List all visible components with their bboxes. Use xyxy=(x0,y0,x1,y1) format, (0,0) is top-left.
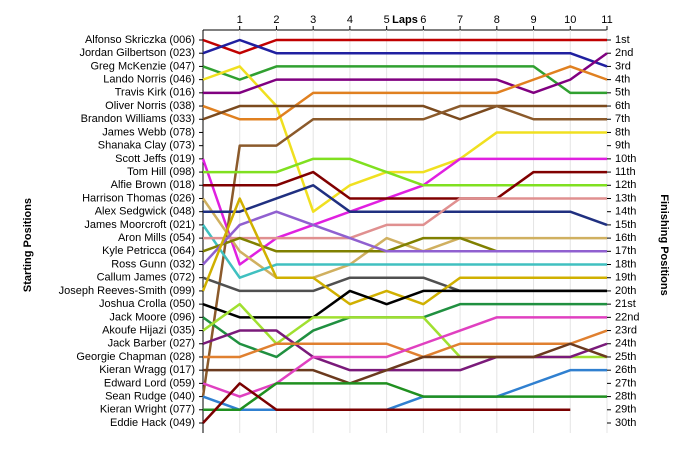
position-line xyxy=(203,157,607,187)
position-line xyxy=(202,65,608,121)
position-line xyxy=(202,65,607,95)
position-line xyxy=(203,342,608,385)
finishing-label: 25th xyxy=(615,351,636,363)
finishing-label: 29th xyxy=(615,404,636,416)
lines xyxy=(201,38,608,424)
position-line xyxy=(203,184,608,227)
finishing-label: 14th xyxy=(615,206,636,218)
x-tick-label: 2 xyxy=(273,14,279,26)
x-tick-label: 4 xyxy=(347,14,353,26)
legend-entry: Brandon Williams (033) xyxy=(81,113,195,125)
position-line xyxy=(202,382,571,424)
finishing-label: 7th xyxy=(615,113,630,125)
legend-entry: Aron Mills (054) xyxy=(118,232,195,244)
position-line xyxy=(201,104,607,397)
finishing-label: 28th xyxy=(615,390,636,402)
legend-entry: James Webb (078) xyxy=(102,126,195,138)
finishing-label: 23rd xyxy=(615,324,637,336)
x-tick-label: 1 xyxy=(237,14,243,26)
legend-entry: Alfie Brown (018) xyxy=(111,179,195,191)
finishing-label: 21st xyxy=(615,298,636,310)
legend-entry: Greg McKenzie (047) xyxy=(90,60,195,72)
legend-entry: Kieran Wragg (017) xyxy=(99,364,195,376)
x-tick-label: 3 xyxy=(310,14,316,26)
legend-entry: Edward Lord (059) xyxy=(104,377,195,389)
legend-entry: Ross Gunn (032) xyxy=(111,258,195,270)
x-tick-label: 9 xyxy=(530,14,536,26)
finishing-label: 4th xyxy=(615,74,630,86)
legend-entry: Akoufe Hijazi (035) xyxy=(102,324,195,336)
position-line xyxy=(203,197,607,240)
legend-entry: Scott Jeffs (019) xyxy=(115,153,195,165)
finishing-label: 18th xyxy=(615,258,636,270)
x-tick-label: 5 xyxy=(384,14,390,26)
legend-entry: Georgie Chapman (028) xyxy=(76,351,195,363)
finishing-label: 19th xyxy=(615,272,636,284)
legend-entry: Kieran Wright (077) xyxy=(100,404,195,416)
finishing-label: 2nd xyxy=(615,47,633,59)
position-line xyxy=(203,52,608,95)
finishing-label: 6th xyxy=(615,100,630,112)
grid xyxy=(199,26,611,433)
position-line xyxy=(202,368,607,412)
legend-entry: Oliver Norris (038) xyxy=(105,100,195,112)
legend-entry: Travis Kirk (016) xyxy=(115,87,195,99)
finishing-label: 12th xyxy=(615,179,636,191)
finishing-label: 3rd xyxy=(615,60,631,72)
finishing-label: 13th xyxy=(615,192,636,204)
finishing-label: 8th xyxy=(615,126,630,138)
y-axis-label: Starting Positions xyxy=(22,198,34,292)
legend-entry: Shanaka Clay (073) xyxy=(98,140,195,152)
finishing-label: 16th xyxy=(615,232,636,244)
legend-entry: Lando Norris (046) xyxy=(103,74,195,86)
finishing-label: 1st xyxy=(615,34,630,46)
legend-entry: Sean Rudge (040) xyxy=(105,390,195,402)
legend-entry: Joseph Reeves-Smith (099) xyxy=(59,285,195,297)
finishing-label: 30th xyxy=(615,417,636,429)
position-line xyxy=(202,65,607,213)
position-line xyxy=(202,329,608,372)
x-tick-label: 6 xyxy=(420,14,426,26)
x-tick-label: 11 xyxy=(601,14,612,26)
finishing-label: 15th xyxy=(615,219,636,231)
position-line xyxy=(202,104,607,121)
position-line xyxy=(202,38,608,68)
x-tick-label: 10 xyxy=(564,14,576,26)
position-line xyxy=(202,316,607,398)
position-line xyxy=(201,157,607,266)
legend-entry: Alfonso Skriczka (006) xyxy=(85,34,195,46)
y2-axis-label: Finishing Positions xyxy=(658,194,670,295)
finishing-label: 10th xyxy=(615,153,636,165)
chart-title: Laps xyxy=(392,14,418,26)
finishing-label: 9th xyxy=(615,140,630,152)
finishing-label: 22nd xyxy=(615,311,639,323)
position-line xyxy=(202,210,607,266)
finishing-label: 24th xyxy=(615,338,636,350)
legend-entry: Alex Sedgwick (048) xyxy=(95,206,195,218)
legend-entry: Eddie Hack (049) xyxy=(110,417,195,429)
legend-entry: Kyle Petricca (064) xyxy=(102,245,195,257)
position-line xyxy=(203,170,607,200)
finishing-label: 11th xyxy=(615,166,636,178)
legend-entry: Harrison Thomas (026) xyxy=(82,192,195,204)
x-tick-label: 8 xyxy=(494,14,500,26)
finishing-label: 5th xyxy=(615,87,630,99)
legend-entry: Jordan Gilbertson (023) xyxy=(79,47,195,59)
position-line xyxy=(202,38,607,55)
legend-entry: Jack Barber (027) xyxy=(108,338,195,350)
x-tick-label: 7 xyxy=(457,14,463,26)
legend-entry: Jack Moore (096) xyxy=(109,311,195,323)
legend-entry: James Moorcroft (021) xyxy=(84,219,195,231)
legend-entry: Tom Hill (098) xyxy=(127,166,195,178)
finishing-label: 20th xyxy=(615,285,636,297)
legend-entry: Callum James (072) xyxy=(97,272,195,284)
legend-entry: Joshua Crolla (050) xyxy=(99,298,195,310)
position-line xyxy=(202,289,607,319)
finishing-label: 26th xyxy=(615,364,636,376)
finishing-label: 17th xyxy=(615,245,636,257)
position-line xyxy=(203,382,607,412)
finishing-label: 27th xyxy=(615,377,636,389)
